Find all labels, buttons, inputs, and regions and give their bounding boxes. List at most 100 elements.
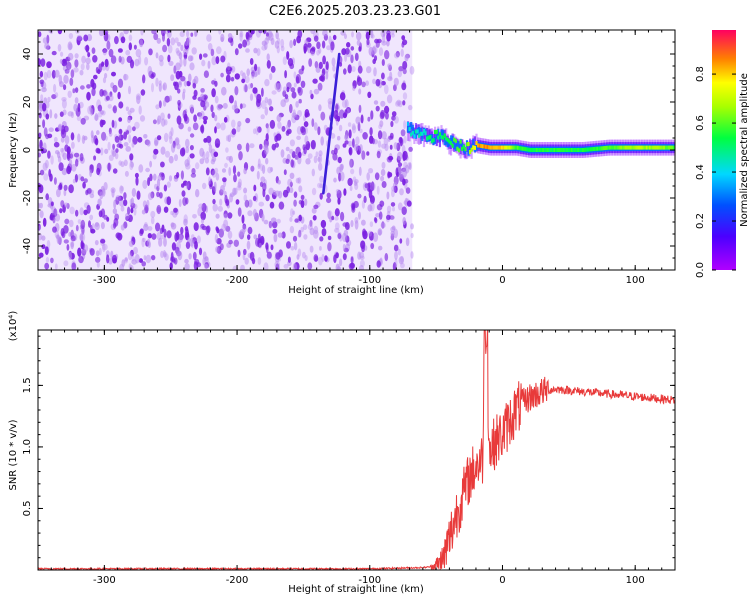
noise-speckle — [304, 255, 308, 261]
noise-speckle — [389, 144, 393, 150]
noise-speckle — [268, 220, 273, 229]
colorbar-tick-label: 0.4 — [695, 164, 706, 180]
noise-speckle — [160, 112, 165, 121]
colorbar: 0.0 0.2 0.4 0.6 0.8 Normalized spectral ampl… — [695, 30, 750, 278]
noise-speckle — [79, 233, 84, 242]
signal-cell — [569, 148, 572, 152]
signal-cell — [422, 128, 426, 133]
noise-speckle — [41, 235, 46, 241]
noise-speckle — [61, 231, 66, 239]
noise-speckle — [344, 135, 349, 141]
noise-speckle — [358, 104, 362, 114]
noise-speckle — [155, 222, 161, 232]
noise-speckle — [88, 220, 91, 228]
signal-cell — [461, 142, 464, 150]
noise-speckle — [325, 61, 329, 71]
noise-speckle — [296, 125, 302, 135]
noise-speckle — [214, 126, 217, 134]
noise-speckle — [158, 80, 162, 86]
noise-speckle — [366, 38, 370, 46]
noise-speckle — [211, 169, 217, 178]
noise-speckle — [381, 161, 386, 169]
noise-speckle — [216, 238, 222, 245]
noise-speckle — [102, 243, 106, 253]
noise-speckle — [139, 39, 144, 48]
noise-speckle — [38, 112, 42, 119]
noise-speckle — [387, 63, 392, 69]
noise-speckle — [109, 91, 113, 97]
noise-speckle — [80, 232, 86, 242]
noise-speckle — [187, 126, 192, 132]
signal-cell — [636, 145, 639, 150]
signal-cell — [574, 148, 577, 152]
noise-speckle — [333, 109, 339, 120]
noise-speckle — [289, 40, 293, 49]
noise-speckle — [393, 52, 400, 59]
signal-cell — [590, 147, 593, 152]
noise-speckle — [410, 232, 414, 239]
noise-speckle — [68, 158, 73, 168]
noise-speckle — [265, 133, 269, 142]
noise-speckle — [347, 64, 352, 74]
noise-speckle — [162, 82, 167, 91]
noise-speckle — [257, 126, 262, 133]
noise-speckle — [194, 31, 198, 37]
noise-speckle — [100, 110, 105, 115]
noise-speckle — [114, 135, 120, 143]
noise-speckle — [283, 169, 287, 176]
noise-speckle — [398, 66, 404, 72]
noise-speckle — [143, 223, 149, 231]
noise-speckle — [97, 104, 103, 112]
noise-speckle — [176, 115, 182, 125]
signal-cell — [668, 145, 671, 150]
noise-speckle — [162, 84, 166, 91]
signal-cell — [406, 121, 410, 126]
noise-speckle — [348, 140, 353, 147]
noise-speckle — [237, 171, 241, 177]
noise-speckle — [380, 100, 386, 107]
noise-speckle — [290, 87, 296, 93]
signal-cell — [465, 142, 469, 147]
noise-speckle — [398, 256, 404, 265]
noise-speckle — [360, 114, 364, 124]
noise-speckle — [227, 33, 233, 39]
noise-speckle — [210, 104, 214, 113]
noise-speckle — [53, 177, 57, 185]
noise-speckle — [319, 236, 324, 242]
noise-speckle — [167, 54, 171, 63]
noise-speckle — [247, 234, 251, 241]
noise-speckle — [106, 216, 110, 222]
noise-speckle — [162, 99, 167, 107]
noise-speckle — [394, 251, 398, 260]
noise-speckle — [338, 124, 343, 132]
noise-speckle — [383, 137, 389, 146]
noise-speckle — [297, 233, 302, 238]
noise-speckle — [295, 76, 300, 84]
spectrogram-x-axis-label: Height of straight line (km) — [288, 285, 424, 296]
signal-cell — [609, 145, 612, 150]
noise-speckle — [54, 69, 60, 78]
signal-cell — [537, 148, 540, 152]
signal-cell — [513, 145, 516, 150]
noise-speckle — [147, 226, 153, 231]
noise-speckle — [112, 105, 117, 114]
noise-speckle — [376, 185, 380, 195]
noise-speckle — [330, 41, 335, 51]
noise-speckle — [118, 101, 124, 109]
signal-cell — [653, 145, 656, 150]
noise-speckle — [332, 34, 337, 41]
noise-speckle — [300, 80, 306, 89]
noise-speckle — [206, 34, 212, 42]
noise-speckle — [283, 97, 290, 103]
noise-speckle — [387, 171, 391, 179]
noise-speckle — [153, 148, 159, 155]
signal-cell — [430, 139, 433, 144]
noise-speckle — [286, 241, 291, 249]
noise-speckle — [50, 201, 54, 207]
noise-speckle — [138, 164, 144, 173]
noise-speckle — [45, 101, 50, 109]
noise-speckle — [348, 262, 355, 270]
noise-speckle — [176, 172, 180, 179]
noise-speckle — [61, 97, 67, 102]
noise-speckle — [339, 92, 346, 101]
